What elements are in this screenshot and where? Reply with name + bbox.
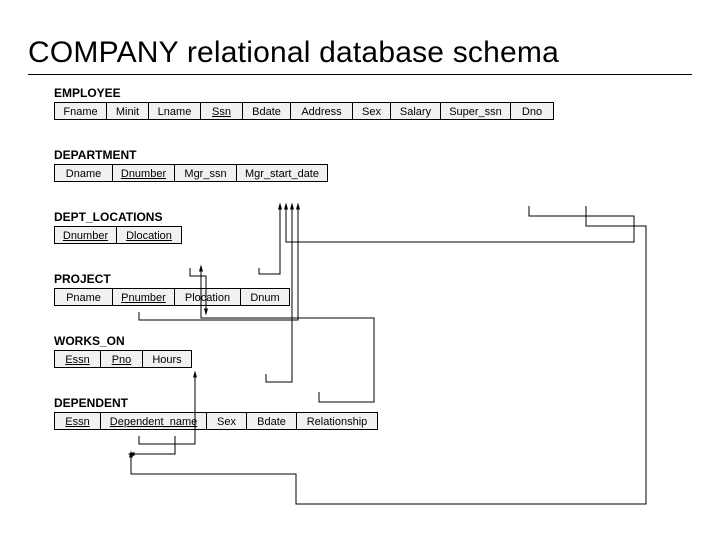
column-cell: Dnum — [240, 288, 290, 306]
fk-arrow — [286, 206, 634, 242]
column-cell: Fname — [54, 102, 106, 120]
column-cell: Bdate — [242, 102, 290, 120]
column-cell: Hours — [142, 350, 192, 368]
column-cell: Dnumber — [54, 226, 116, 244]
column-cell: Sex — [206, 412, 246, 430]
title-underline — [28, 74, 692, 75]
column-cell: Ssn — [200, 102, 242, 120]
column-cell: Sex — [352, 102, 390, 120]
fk-arrow — [131, 206, 646, 504]
table-name: EMPLOYEE — [54, 86, 121, 100]
column-cell: Bdate — [246, 412, 296, 430]
page-title: COMPANY relational database schema — [28, 36, 559, 69]
table-name: DEPENDENT — [54, 396, 128, 410]
table-name: DEPARTMENT — [54, 148, 136, 162]
column-cell: Dnumber — [112, 164, 174, 182]
column-cell: Plocation — [174, 288, 240, 306]
column-cell: Minit — [106, 102, 148, 120]
column-cell: Pname — [54, 288, 112, 306]
column-cell: Mgr_ssn — [174, 164, 236, 182]
column-cell: Lname — [148, 102, 200, 120]
column-cell: Salary — [390, 102, 440, 120]
column-cell: Dname — [54, 164, 112, 182]
column-cell: Dlocation — [116, 226, 182, 244]
column-cell: Dno — [510, 102, 554, 120]
fk-arrow — [139, 374, 195, 444]
column-cell: Relationship — [296, 412, 378, 430]
column-cell: Address — [290, 102, 352, 120]
column-cell: Pno — [100, 350, 142, 368]
relationship-arrows — [0, 0, 720, 540]
table-name: WORKS_ON — [54, 334, 125, 348]
fk-arrow — [131, 436, 175, 454]
column-cell: Essn — [54, 350, 100, 368]
column-cell: Essn — [54, 412, 100, 430]
column-cell: Mgr_start_date — [236, 164, 328, 182]
fk-arrow — [259, 206, 280, 274]
column-cell: Super_ssn — [440, 102, 510, 120]
column-cell: Pnumber — [112, 288, 174, 306]
table-name: DEPT_LOCATIONS — [54, 210, 162, 224]
column-cell: Dependent_name — [100, 412, 206, 430]
table-name: PROJECT — [54, 272, 111, 286]
